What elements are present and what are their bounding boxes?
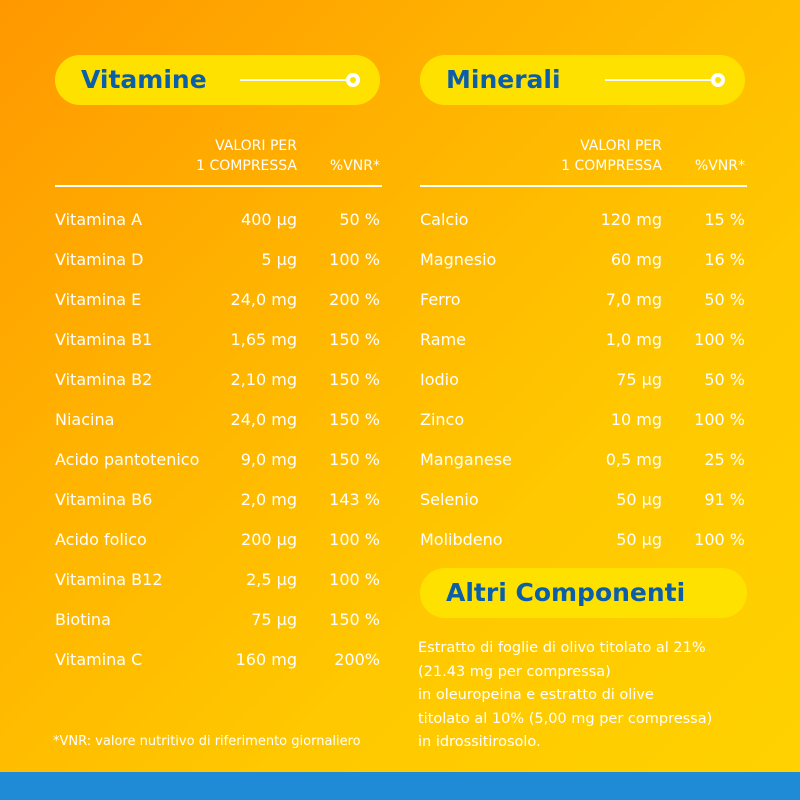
- row-amount: 24,0 mg: [230, 410, 297, 429]
- row-name: Vitamina D: [55, 250, 144, 269]
- other-line: in oleuropeina e estratto di olive: [418, 687, 654, 703]
- row-name: Magnesio: [420, 250, 497, 269]
- section-title: Altri Componenti: [446, 578, 686, 607]
- title-pill: Minerali: [420, 55, 745, 105]
- row-vnr: 100 %: [329, 570, 380, 589]
- row-vnr: 150 %: [329, 610, 380, 629]
- footnote: *VNR: valore nutritivo di riferimento gi…: [53, 734, 361, 749]
- row-amount: 9,0 mg: [240, 450, 297, 469]
- other-line: titolato al 10% (5,00 mg per compressa): [418, 710, 713, 727]
- row-name: Acido pantotenico: [55, 450, 200, 469]
- row-vnr: 150 %: [329, 410, 380, 429]
- row-name: Vitamina A: [55, 210, 143, 229]
- decor-line: [240, 73, 360, 87]
- row-amount: 7,0 mg: [605, 290, 662, 309]
- row-name: Biotina: [55, 610, 111, 629]
- row-name: Vitamina B2: [55, 370, 153, 389]
- header-amount: VALORI PER: [215, 138, 297, 154]
- other-line: Estratto di foglie di olivo titolato al …: [418, 640, 706, 656]
- other-line: (21.43 mg per compressa): [418, 663, 611, 680]
- row-vnr: 100 %: [329, 530, 380, 549]
- other-line: in idrossitirosolo.: [418, 734, 541, 750]
- divider: [55, 185, 382, 187]
- row-name: Acido folico: [55, 530, 147, 549]
- row-amount: 1,65 mg: [230, 330, 297, 349]
- row-amount: 10 mg: [610, 410, 662, 429]
- row-name: Vitamina E: [55, 290, 142, 309]
- row-vnr: 25 %: [704, 450, 745, 469]
- row-vnr: 15 %: [704, 210, 745, 229]
- header-vnr: %VNR*: [329, 158, 380, 174]
- row-amount: 1,0 mg: [605, 330, 662, 349]
- row-name: Calcio: [420, 210, 469, 229]
- row-amount: 24,0 mg: [230, 290, 297, 309]
- row-vnr: 50 %: [704, 370, 745, 389]
- row-vnr: 16 %: [704, 250, 745, 269]
- row-amount: 400 µg: [241, 210, 297, 229]
- row-name: Vitamina B1: [55, 330, 153, 349]
- row-amount: 2,10 mg: [230, 370, 297, 389]
- header-amount: 1 COMPRESSA: [561, 158, 662, 174]
- row-amount: 120 mg: [600, 210, 662, 229]
- title-pill: Altri Componenti: [420, 568, 747, 618]
- title-pill: Vitamine: [55, 55, 380, 105]
- row-vnr: 150 %: [329, 330, 380, 349]
- row-vnr: 50 %: [704, 290, 745, 309]
- row-amount: 50 µg: [616, 490, 662, 509]
- section-title: Minerali: [446, 65, 561, 94]
- row-amount: 200 µg: [241, 530, 297, 549]
- row-vnr: 100 %: [694, 330, 745, 349]
- row-vnr: 50 %: [339, 210, 380, 229]
- row-name: Vitamina C: [55, 650, 143, 669]
- row-amount: 60 mg: [610, 250, 662, 269]
- row-name: Ferro: [420, 290, 461, 309]
- row-amount: 0,5 mg: [605, 450, 662, 469]
- divider: [420, 185, 747, 187]
- header-amount: VALORI PER: [580, 138, 662, 154]
- row-amount: 5 µg: [261, 250, 297, 269]
- row-vnr: 150 %: [329, 370, 380, 389]
- row-name: Vitamina B6: [55, 490, 153, 509]
- row-amount: 2,0 mg: [240, 490, 297, 509]
- row-name: Zinco: [420, 410, 465, 429]
- row-name: Niacina: [55, 410, 115, 429]
- row-vnr: 150 %: [329, 450, 380, 469]
- row-name: Rame: [420, 330, 466, 349]
- header-amount: 1 COMPRESSA: [196, 158, 297, 174]
- row-vnr: 143 %: [329, 490, 380, 509]
- row-vnr: 100 %: [694, 530, 745, 549]
- row-name: Iodio: [420, 370, 459, 389]
- row-name: Vitamina B12: [55, 570, 163, 589]
- row-vnr: 100 %: [694, 410, 745, 429]
- row-name: Manganese: [420, 450, 512, 469]
- row-vnr: 200 %: [329, 290, 380, 309]
- row-amount: 50 µg: [616, 530, 662, 549]
- row-vnr: 200%: [334, 650, 380, 669]
- section-title: Vitamine: [81, 65, 207, 94]
- row-amount: 160 mg: [235, 650, 297, 669]
- header-vnr: %VNR*: [694, 158, 745, 174]
- row-amount: 75 µg: [616, 370, 662, 389]
- row-amount: 2,5 µg: [246, 570, 297, 589]
- bottom-strip: [0, 772, 800, 800]
- row-vnr: 91 %: [704, 490, 745, 509]
- decor-line: [605, 73, 725, 87]
- row-name: Selenio: [420, 490, 479, 509]
- row-name: Molibdeno: [420, 530, 503, 549]
- row-amount: 75 µg: [251, 610, 297, 629]
- row-vnr: 100 %: [329, 250, 380, 269]
